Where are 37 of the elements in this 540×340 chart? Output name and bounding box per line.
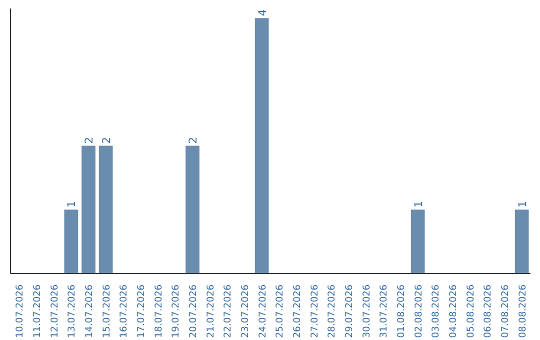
data-label: 2 bbox=[82, 137, 96, 144]
x-tick-label: 03.08.2026 bbox=[430, 284, 442, 338]
x-tick-label: 20.07.2026 bbox=[188, 284, 199, 338]
x-tick-label: 10.07.2026 bbox=[14, 284, 26, 338]
x-tick-label: 05.08.2026 bbox=[465, 284, 476, 338]
data-label: 2 bbox=[186, 137, 200, 144]
data-label: 2 bbox=[100, 137, 113, 144]
x-tick-label: 06.08.2026 bbox=[482, 284, 494, 338]
data-label: 4 bbox=[256, 9, 269, 16]
x-tick-label: 30.07.2026 bbox=[361, 284, 372, 338]
x-tick-label: 11.07.2026 bbox=[32, 284, 43, 338]
x-tick-label: 26.07.2026 bbox=[292, 284, 303, 338]
x-tick-label: 13.07.2026 bbox=[66, 284, 78, 338]
x-tick-label: 21.07.2026 bbox=[205, 284, 216, 338]
x-tick-label: 31.07.2026 bbox=[378, 284, 390, 338]
x-tick-label: 12.07.2026 bbox=[49, 284, 60, 338]
x-tick-label: 22.07.2026 bbox=[222, 284, 234, 338]
x-tick-label: 24.07.2026 bbox=[257, 284, 268, 338]
data-label: 1 bbox=[65, 200, 78, 208]
x-tick-label: 14.07.2026 bbox=[84, 284, 95, 338]
x-tick-label: 07.08.2026 bbox=[500, 284, 511, 338]
data-label: 1 bbox=[412, 200, 425, 208]
x-tick-label: 16.07.2026 bbox=[118, 284, 130, 338]
x-tick-label: 08.08.2026 bbox=[517, 284, 528, 338]
x-tick-label: 04.08.2026 bbox=[448, 284, 459, 338]
x-tick-label: 01.08.2026 bbox=[396, 284, 407, 338]
x-tick-label: 23.07.2026 bbox=[240, 284, 251, 338]
x-tick-label: 02.08.2026 bbox=[413, 284, 424, 338]
x-tick-label: 25.07.2026 bbox=[274, 284, 286, 338]
x-tick-label: 18.07.2026 bbox=[153, 284, 164, 338]
x-tick-label: 27.07.2026 bbox=[309, 284, 320, 338]
x-tick-label: 29.07.2026 bbox=[344, 284, 355, 338]
data-label: 1 bbox=[516, 200, 529, 208]
x-tick-label: 17.07.2026 bbox=[136, 284, 147, 338]
x-tick-label: 19.07.2026 bbox=[170, 284, 182, 338]
x-tick-label: 28.07.2026 bbox=[326, 284, 338, 338]
x-tick-label: 15.07.2026 bbox=[101, 284, 112, 338]
